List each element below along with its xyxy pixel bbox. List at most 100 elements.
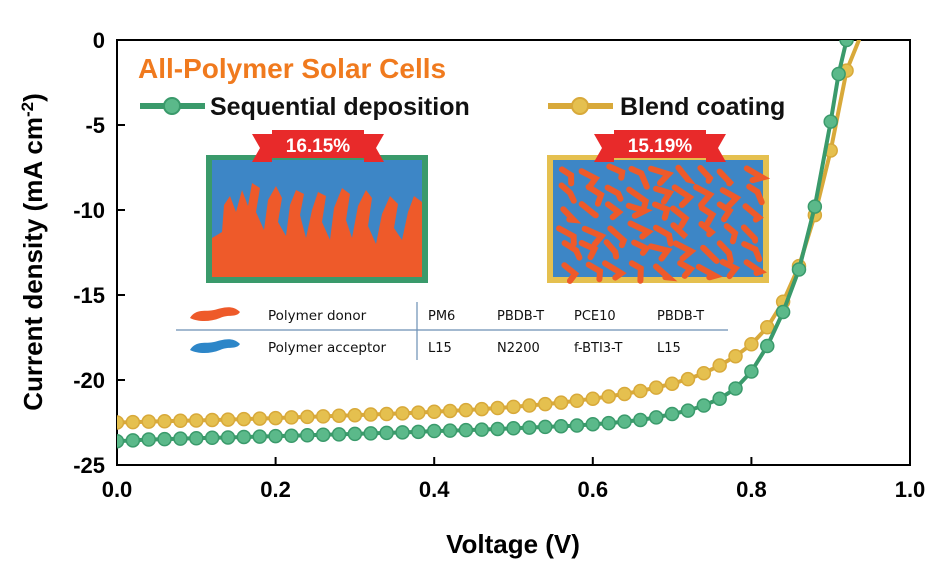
blend-strand <box>697 165 714 184</box>
blend-strand <box>561 240 583 261</box>
y-axis-title: Current density (mA cm-2) <box>18 93 49 411</box>
blend-strand <box>558 166 575 187</box>
acceptor-item-3: L15 <box>657 341 681 356</box>
blend-strand <box>560 206 582 224</box>
legend-entry-blend: Blend coating <box>548 93 785 121</box>
data-point-blend <box>125 414 141 430</box>
blend-strand <box>652 201 671 221</box>
inset-pce-sequential: 16.15% <box>286 136 351 157</box>
data-point-blend <box>506 399 521 415</box>
data-point-sequential <box>125 433 141 448</box>
acceptor-item-2: f-BTI3-T <box>574 341 623 356</box>
data-point-sequential <box>458 422 474 438</box>
blend-strand <box>581 225 607 248</box>
donor-swatch-icon <box>190 307 240 321</box>
data-point-sequential <box>395 425 410 440</box>
blend-strand <box>628 165 650 190</box>
blend-strand <box>746 183 765 206</box>
blend-strand <box>578 240 599 261</box>
data-point-sequential <box>791 262 807 277</box>
x-tick-label: 0.2 <box>260 477 291 502</box>
axes <box>116 39 911 466</box>
data-point-blend <box>712 358 727 373</box>
data-point-sequential <box>537 419 553 435</box>
data-point-sequential <box>839 40 854 48</box>
legend-label-blend: Blend coating <box>620 93 785 121</box>
data-point-blend <box>252 411 267 426</box>
data-point-blend <box>760 320 775 335</box>
data-point-sequential <box>728 381 743 396</box>
blend-strand <box>648 243 673 262</box>
data-point-sequential <box>268 428 283 444</box>
data-point-blend <box>157 414 172 429</box>
material-table: Polymer donor PM6 PBDB-T PCE10 PBDB-T Po… <box>176 302 728 360</box>
blend-strand <box>585 183 605 207</box>
blend-strand <box>625 202 653 219</box>
data-point-blend <box>379 406 394 422</box>
blend-strand <box>628 260 644 284</box>
data-point-sequential <box>426 423 442 439</box>
data-point-sequential <box>490 421 505 437</box>
data-point-sequential <box>585 416 601 432</box>
data-point-blend <box>617 386 632 402</box>
donor-item-2: PCE10 <box>574 309 616 324</box>
donor-label: Polymer donor <box>268 308 367 324</box>
data-point-sequential <box>157 431 172 447</box>
blend-strand <box>740 224 759 244</box>
series-layer <box>117 8 877 449</box>
blend-strand <box>606 163 626 181</box>
data-point-sequential <box>506 421 521 436</box>
data-point-sequential <box>220 430 236 445</box>
data-point-blend <box>522 398 537 413</box>
blend-strand <box>719 187 742 210</box>
data-point-blend <box>458 402 474 418</box>
blend-strand <box>607 225 628 249</box>
x-axis-title: Voltage (V) <box>446 529 580 559</box>
x-tick-label: 0.4 <box>419 477 450 502</box>
blend-strand <box>561 262 580 284</box>
data-point-blend <box>553 395 569 410</box>
inset-blend-morphology: 15.19% <box>547 130 771 284</box>
y-ticks: 0 -5 -10 -15 -20 -25 <box>73 28 125 478</box>
x-tick-label: 1.0 <box>895 477 926 502</box>
data-point-blend <box>411 405 426 420</box>
donor-item-1: PBDB-T <box>497 309 544 324</box>
data-point-sequential <box>236 429 252 445</box>
data-point-blend <box>633 383 648 399</box>
data-point-blend <box>395 406 410 421</box>
blend-strand <box>558 182 577 204</box>
blend-strand <box>677 260 696 279</box>
acceptor-label: Polymer acceptor <box>268 340 387 356</box>
data-point-blend <box>680 371 696 387</box>
blend-strand <box>716 240 734 264</box>
data-point-blend <box>363 407 379 422</box>
data-point-blend <box>442 403 458 419</box>
data-point-blend <box>236 411 252 427</box>
inset-ribbon-sequential <box>252 130 384 162</box>
blend-strand <box>698 204 717 228</box>
data-point-blend <box>426 404 442 420</box>
data-point-sequential <box>712 391 727 406</box>
blend-strand <box>672 240 697 262</box>
blend-strand <box>602 260 627 281</box>
data-point-sequential <box>696 398 712 413</box>
data-point-sequential <box>347 426 363 442</box>
data-point-sequential <box>744 364 759 379</box>
data-point-blend <box>300 409 315 425</box>
x-ticks: 0.0 0.2 0.4 0.6 0.8 1.0 <box>102 457 926 502</box>
data-point-sequential <box>300 428 315 443</box>
legend-marker-blend <box>571 97 589 115</box>
blend-strand <box>578 201 599 219</box>
donor-first: PM6 <box>428 309 455 324</box>
blend-strand <box>653 263 678 282</box>
data-point-sequential <box>775 304 791 320</box>
data-point-sequential <box>848 8 861 21</box>
blend-strand <box>626 186 650 210</box>
blend-strand <box>695 263 723 281</box>
inset-pce-blend: 15.19% <box>628 136 693 157</box>
blend-strand <box>631 239 651 256</box>
data-point-sequential <box>252 429 267 444</box>
y-tick-label: -5 <box>85 113 105 138</box>
data-point-blend <box>864 8 877 21</box>
data-point-sequential <box>664 406 680 422</box>
